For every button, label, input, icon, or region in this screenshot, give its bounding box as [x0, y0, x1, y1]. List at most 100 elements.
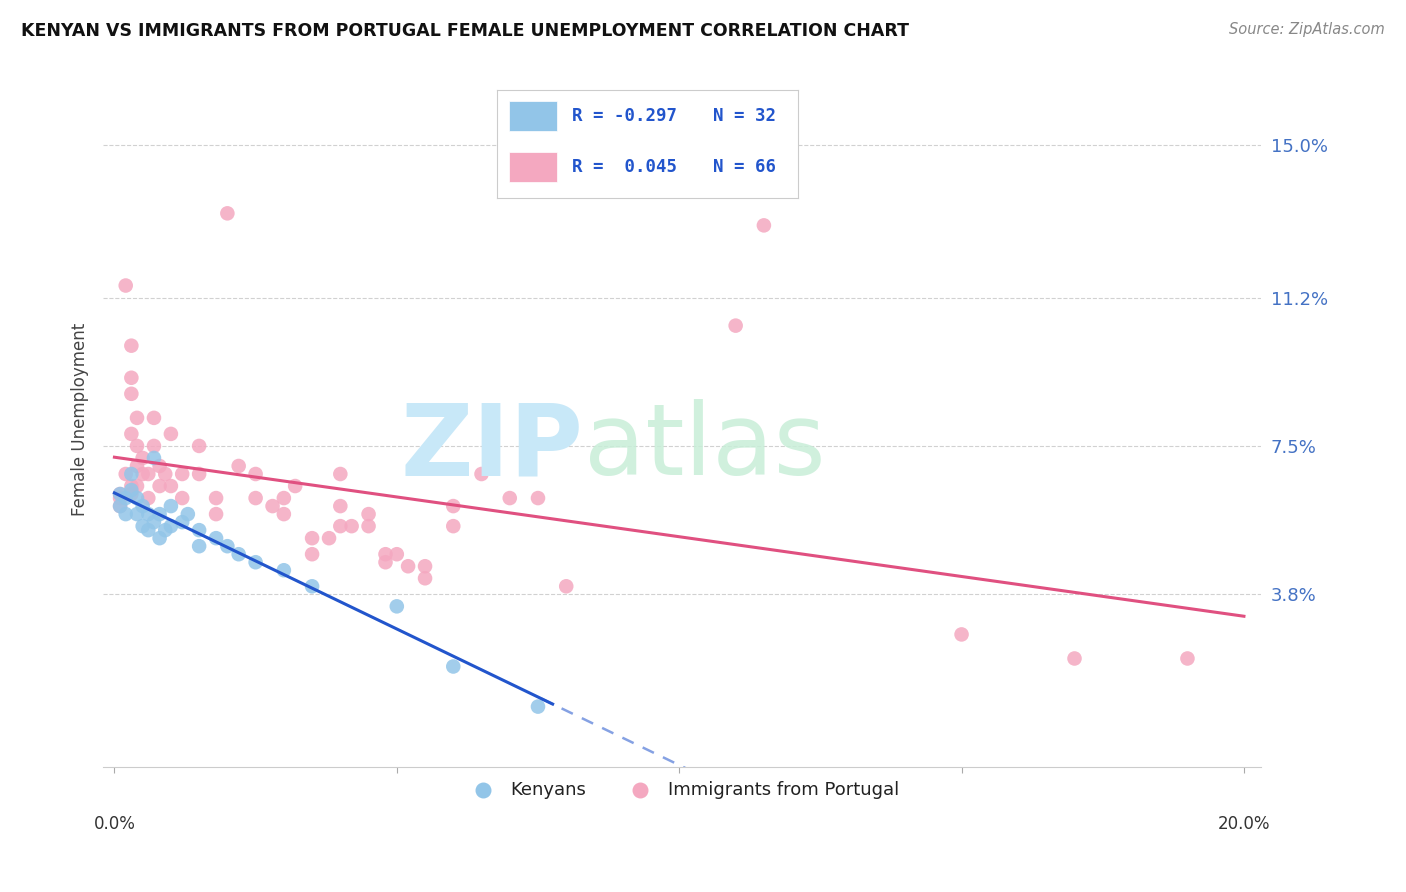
Point [120, 339, 142, 353]
Point [752, 219, 775, 233]
Point [120, 370, 142, 384]
Point [205, 531, 228, 545]
Point [273, 507, 295, 521]
Point [301, 547, 323, 561]
Point [108, 499, 131, 513]
Point [228, 547, 250, 561]
Point [329, 519, 352, 533]
Point [125, 491, 148, 505]
Point [172, 491, 194, 505]
Point [318, 531, 340, 545]
Point [245, 467, 267, 481]
Point [125, 458, 148, 473]
Point [160, 519, 183, 533]
Point [374, 547, 396, 561]
Point [470, 467, 492, 481]
Point [374, 555, 396, 569]
Point [125, 479, 148, 493]
Point [136, 523, 159, 537]
Point [1177, 651, 1199, 665]
Point [143, 515, 166, 529]
Point [136, 491, 159, 505]
Point [188, 523, 211, 537]
Point [160, 426, 183, 441]
Point [143, 450, 166, 465]
Point [441, 659, 464, 673]
Point [273, 563, 295, 577]
Point [245, 491, 267, 505]
Point [125, 410, 148, 425]
Point [413, 559, 436, 574]
Text: atlas: atlas [583, 399, 825, 496]
Point [499, 491, 522, 505]
Point [555, 579, 578, 593]
Point [301, 531, 323, 545]
Point [131, 499, 153, 513]
Point [120, 487, 142, 501]
Point [120, 479, 142, 493]
Point [228, 458, 250, 473]
Point [273, 491, 295, 505]
Text: 0.0%: 0.0% [93, 815, 135, 833]
Point [155, 523, 177, 537]
Point [120, 467, 142, 481]
Point [527, 699, 550, 714]
Point [108, 487, 131, 501]
Point [188, 539, 211, 553]
Point [149, 458, 172, 473]
Point [120, 483, 142, 497]
Point [143, 439, 166, 453]
Point [149, 507, 172, 521]
Point [114, 467, 136, 481]
Point [160, 499, 183, 513]
Point [385, 547, 408, 561]
Point [125, 507, 148, 521]
Text: KENYAN VS IMMIGRANTS FROM PORTUGAL FEMALE UNEMPLOYMENT CORRELATION CHART: KENYAN VS IMMIGRANTS FROM PORTUGAL FEMAL… [21, 22, 910, 40]
Y-axis label: Female Unemployment: Female Unemployment [72, 323, 89, 516]
Point [441, 519, 464, 533]
Point [284, 479, 307, 493]
Point [114, 491, 136, 505]
Point [724, 318, 747, 333]
Point [950, 627, 973, 641]
Point [149, 479, 172, 493]
Point [177, 507, 200, 521]
Legend: Kenyans, Immigrants from Portugal: Kenyans, Immigrants from Portugal [458, 774, 905, 806]
Point [120, 426, 142, 441]
Point [108, 499, 131, 513]
Point [329, 499, 352, 513]
Point [385, 599, 408, 614]
Point [245, 555, 267, 569]
Point [125, 439, 148, 453]
Point [340, 519, 363, 533]
Point [131, 519, 153, 533]
Text: ZIP: ZIP [401, 399, 583, 496]
Point [357, 519, 380, 533]
Point [131, 450, 153, 465]
Point [301, 579, 323, 593]
Point [149, 531, 172, 545]
Point [136, 467, 159, 481]
Point [205, 491, 228, 505]
Point [413, 571, 436, 585]
Point [136, 507, 159, 521]
Point [217, 206, 239, 220]
Point [131, 467, 153, 481]
Point [108, 491, 131, 505]
Point [143, 410, 166, 425]
Point [120, 386, 142, 401]
Point [262, 499, 284, 513]
Point [160, 479, 183, 493]
Point [188, 467, 211, 481]
Text: 20.0%: 20.0% [1218, 815, 1270, 833]
Point [172, 467, 194, 481]
Point [396, 559, 419, 574]
Text: Source: ZipAtlas.com: Source: ZipAtlas.com [1229, 22, 1385, 37]
Point [527, 491, 550, 505]
Point [108, 487, 131, 501]
Point [357, 507, 380, 521]
Point [205, 507, 228, 521]
Point [114, 278, 136, 293]
Point [329, 467, 352, 481]
Point [114, 507, 136, 521]
